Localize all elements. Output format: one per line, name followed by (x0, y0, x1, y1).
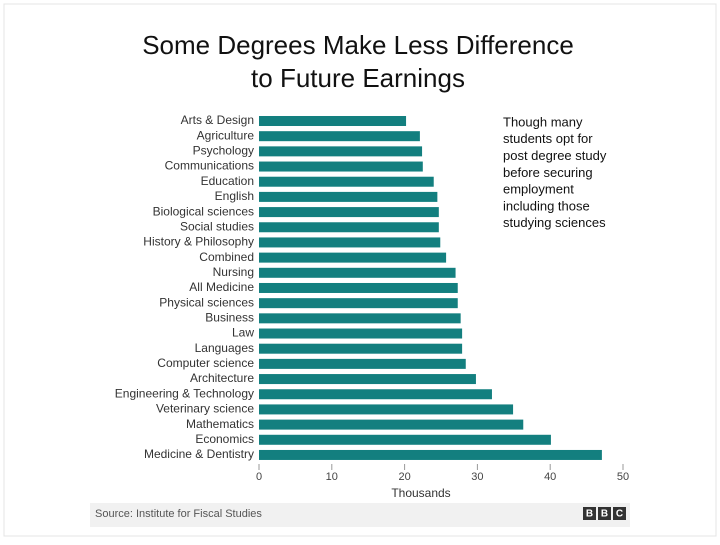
x-tick-label: 40 (544, 471, 556, 483)
category-label: Architecture (190, 371, 254, 385)
bar (259, 161, 423, 172)
logo-letter: C (616, 509, 623, 520)
bar (259, 298, 458, 309)
category-label: Communications (165, 159, 254, 173)
category-label: Physical sciences (159, 295, 254, 309)
bar (259, 358, 466, 369)
x-tick-label: 10 (326, 471, 338, 483)
bar (259, 237, 441, 248)
bar (259, 146, 423, 157)
bar (259, 404, 514, 415)
logo-box (583, 507, 596, 520)
category-label: Biological sciences (153, 204, 254, 218)
bar (259, 343, 463, 354)
category-label: Business (205, 311, 254, 325)
bar (259, 328, 463, 339)
slide-title: Some Degrees Make Less Difference (142, 30, 574, 60)
category-label: Computer science (157, 356, 254, 370)
bar (259, 419, 524, 430)
slide-frame (3, 3, 717, 537)
category-label: Social studies (180, 219, 254, 233)
slide-title: to Future Earnings (251, 63, 465, 93)
logo-box (613, 507, 626, 520)
logo-letter: B (601, 509, 608, 520)
bar (259, 313, 461, 324)
category-label: Languages (195, 341, 254, 355)
bar (259, 252, 447, 263)
note-line: Though many (503, 114, 583, 129)
category-label: Engineering & Technology (115, 386, 254, 400)
bar (259, 207, 439, 218)
bar (259, 434, 551, 445)
source: Source: Institute for Fiscal Studies (95, 508, 262, 520)
note-line: post degree study (503, 148, 607, 163)
bar (259, 389, 492, 400)
x-tick-label: 30 (471, 471, 483, 483)
note-line: studying sciences (503, 215, 606, 230)
bar (259, 191, 438, 202)
note-line: employment (503, 182, 574, 197)
bar (259, 222, 439, 233)
bar (259, 176, 434, 187)
x-tick-label: 0 (256, 471, 262, 483)
source-strip (90, 503, 630, 527)
bar (259, 449, 602, 460)
bar (259, 131, 420, 142)
category-label: Agriculture (197, 128, 255, 142)
category-label: Nursing (213, 265, 254, 279)
category-label: Education (201, 174, 254, 188)
x-tick-label: 50 (617, 471, 629, 483)
logo-box (598, 507, 611, 520)
category-label: Medicine & Dentistry (144, 447, 254, 461)
bar (259, 267, 456, 278)
x-axis-label: Thousands (391, 486, 450, 500)
category-label: History & Philosophy (143, 235, 254, 249)
x-tick-label: 20 (398, 471, 410, 483)
category-label: Combined (199, 250, 254, 264)
category-label: Economics (195, 432, 254, 446)
category-label: English (215, 189, 254, 203)
category-label: Psychology (193, 144, 254, 158)
category-label: Law (232, 326, 254, 340)
bar (259, 116, 407, 126)
note-line: including those (503, 198, 590, 213)
category-label: Veterinary science (156, 402, 254, 416)
category-label: All Medicine (189, 280, 254, 294)
note-line: before securing (503, 165, 593, 180)
note-line: students opt for (503, 131, 593, 146)
category-label: Arts & Design (181, 113, 254, 127)
bar (259, 374, 476, 385)
category-label: Mathematics (186, 417, 254, 431)
bar (259, 282, 458, 293)
logo-letter: B (586, 509, 593, 520)
